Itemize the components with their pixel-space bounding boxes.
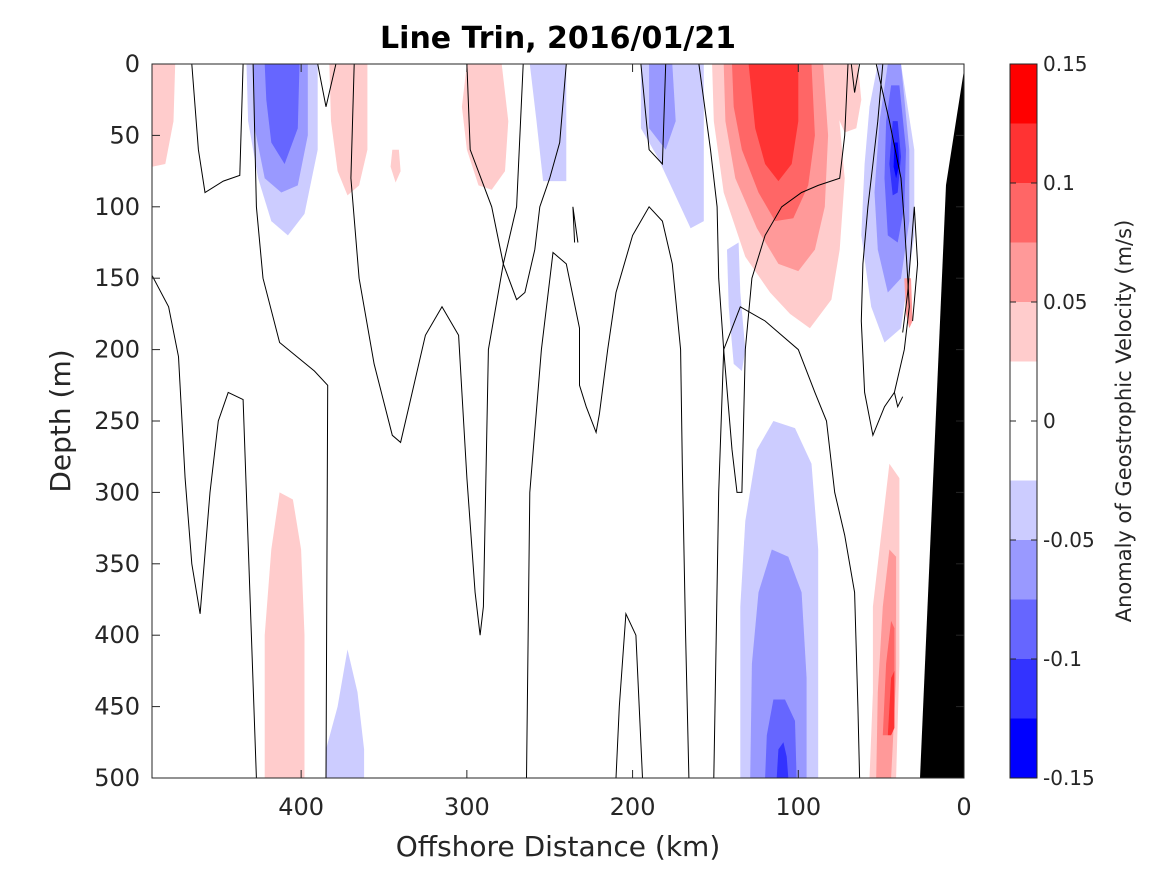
y-tick-label: 350 xyxy=(94,550,140,578)
zero-contour-line xyxy=(850,64,861,93)
zero-contour-line xyxy=(713,306,861,778)
x-axis-label: Offshore Distance (km) xyxy=(396,830,721,863)
anomaly-region-pos-deep-410 xyxy=(264,492,305,778)
colorbar-tick-label: 0.1 xyxy=(1043,171,1075,195)
zero-contour-line xyxy=(152,275,257,778)
bathymetry xyxy=(920,70,964,778)
colorbar: 0.15 0.1 0.05 0 -0.05 -0.1 -0.15 xyxy=(1009,52,1095,790)
colorbar-swatch xyxy=(1010,599,1037,659)
zero-contour-line xyxy=(466,64,567,301)
zero-contours xyxy=(152,64,919,778)
y-tick-label: 300 xyxy=(94,478,140,506)
zero-contour-line xyxy=(615,611,643,778)
anomaly-region-neg-42-5 xyxy=(893,142,900,179)
zero-contour-line xyxy=(572,206,579,243)
colorbar-tick-label: 0 xyxy=(1043,409,1056,433)
anomaly-region-neg-deep-3 xyxy=(765,699,797,778)
y-tick-label: 500 xyxy=(94,764,140,792)
y-tick-label: 200 xyxy=(94,336,140,364)
zero-contour-line xyxy=(698,64,849,493)
y-tick-label: 250 xyxy=(94,407,140,435)
zero-contour-line xyxy=(317,64,337,107)
colorbar-swatch xyxy=(1010,659,1037,719)
y-tick-label: 100 xyxy=(94,193,140,221)
zero-contour-line xyxy=(860,64,910,438)
colorbar-swatch xyxy=(1010,540,1037,600)
anomaly-region-pos-115-4 xyxy=(748,64,799,182)
anomaly-region-pos-deep-45-4 xyxy=(887,670,895,736)
anomaly-region-neg-deep-370 xyxy=(326,649,365,778)
x-tick-label: 100 xyxy=(775,793,821,821)
anomaly-region-neg-deep-4 xyxy=(776,742,789,778)
anomaly-region-pos-370 xyxy=(329,64,368,196)
zero-contour-line xyxy=(191,64,244,194)
zero-contour-line xyxy=(350,64,524,636)
colorbar-tick-label: 0.05 xyxy=(1043,290,1088,314)
colorbar-swatch xyxy=(1010,183,1037,243)
colorbar-swatch xyxy=(1010,718,1037,778)
anomaly-fills xyxy=(152,64,915,778)
colorbar-swatch xyxy=(1010,480,1037,540)
colorbar-tick-label: -0.15 xyxy=(1043,766,1095,790)
zero-contour-line xyxy=(902,206,919,333)
colorbar-label: Anomaly of Geostrophic Velocity (m/s) xyxy=(1112,220,1136,623)
colorbar-tick-label: -0.05 xyxy=(1043,528,1095,552)
anomaly-region-pos-38-small xyxy=(904,278,913,329)
y-tick-label: 0 xyxy=(125,50,140,78)
x-tick-label: 400 xyxy=(278,793,324,821)
anomaly-region-pos-edge xyxy=(152,64,176,167)
x-tick-label: 0 xyxy=(956,793,971,821)
y-tick-label: 400 xyxy=(94,621,140,649)
colorbar-swatch xyxy=(1010,302,1037,362)
anomaly-region-neg-offshore-3 xyxy=(264,64,300,164)
chart-title: Line Trin, 2016/01/21 xyxy=(380,21,736,56)
x-tick-label: 300 xyxy=(444,793,490,821)
zero-contour-line xyxy=(526,205,690,778)
zero-contour-line xyxy=(640,64,667,166)
zero-contour-line xyxy=(893,392,904,409)
colorbar-swatch xyxy=(1010,123,1037,183)
colorbar-tick-label: 0.15 xyxy=(1043,52,1088,76)
colorbar-swatch xyxy=(1010,64,1037,124)
x-axis: 400 300 200 100 0 xyxy=(278,64,972,821)
colorbar-swatch xyxy=(1010,421,1037,481)
anomaly-region-neg-180-b xyxy=(649,64,676,150)
y-tick-label: 450 xyxy=(94,693,140,721)
colorbar-swatch xyxy=(1010,361,1037,421)
colorbar-tick-label: -0.1 xyxy=(1043,647,1082,671)
y-axis-label: Depth (m) xyxy=(44,349,77,492)
colorbar-swatch xyxy=(1010,242,1037,302)
y-tick-label: 150 xyxy=(94,264,140,292)
y-axis: 0 50 100 150 200 250 300 350 400 450 500 xyxy=(94,50,964,792)
anomaly-region-neg-135 xyxy=(727,242,746,371)
plot-area xyxy=(152,64,964,778)
anomaly-region-pos-370-small xyxy=(390,149,401,183)
x-tick-label: 200 xyxy=(610,793,656,821)
zero-contour-line xyxy=(252,64,329,778)
y-tick-label: 50 xyxy=(109,121,140,149)
